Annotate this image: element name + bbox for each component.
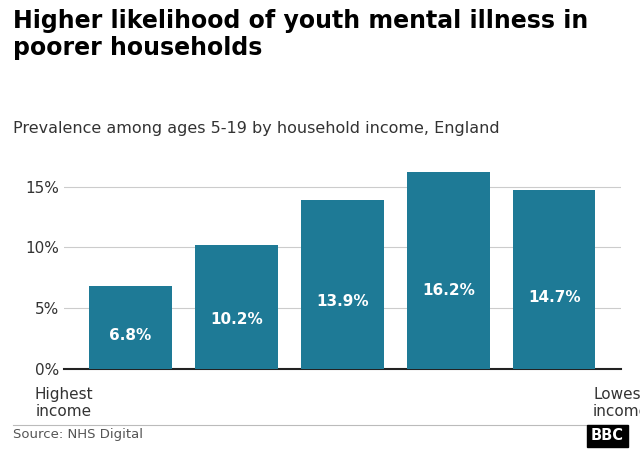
Bar (513, 190, 595, 369)
Text: 14.7%: 14.7% (528, 290, 580, 305)
Text: BBC: BBC (591, 428, 624, 443)
Text: Prevalence among ages 5-19 by household income, England: Prevalence among ages 5-19 by household … (13, 122, 499, 136)
Text: Highest
income: Highest income (35, 387, 93, 419)
Bar (90, 286, 172, 369)
Bar (301, 200, 384, 369)
Text: Source: NHS Digital: Source: NHS Digital (13, 428, 143, 441)
Text: Higher likelihood of youth mental illness in
poorer households: Higher likelihood of youth mental illnes… (13, 9, 588, 60)
Bar (407, 172, 490, 369)
Text: 6.8%: 6.8% (109, 328, 152, 343)
Text: 10.2%: 10.2% (210, 312, 263, 327)
Text: Lowest
income: Lowest income (593, 387, 640, 419)
Bar (195, 245, 278, 369)
Text: 13.9%: 13.9% (316, 294, 369, 309)
Text: 16.2%: 16.2% (422, 283, 475, 298)
